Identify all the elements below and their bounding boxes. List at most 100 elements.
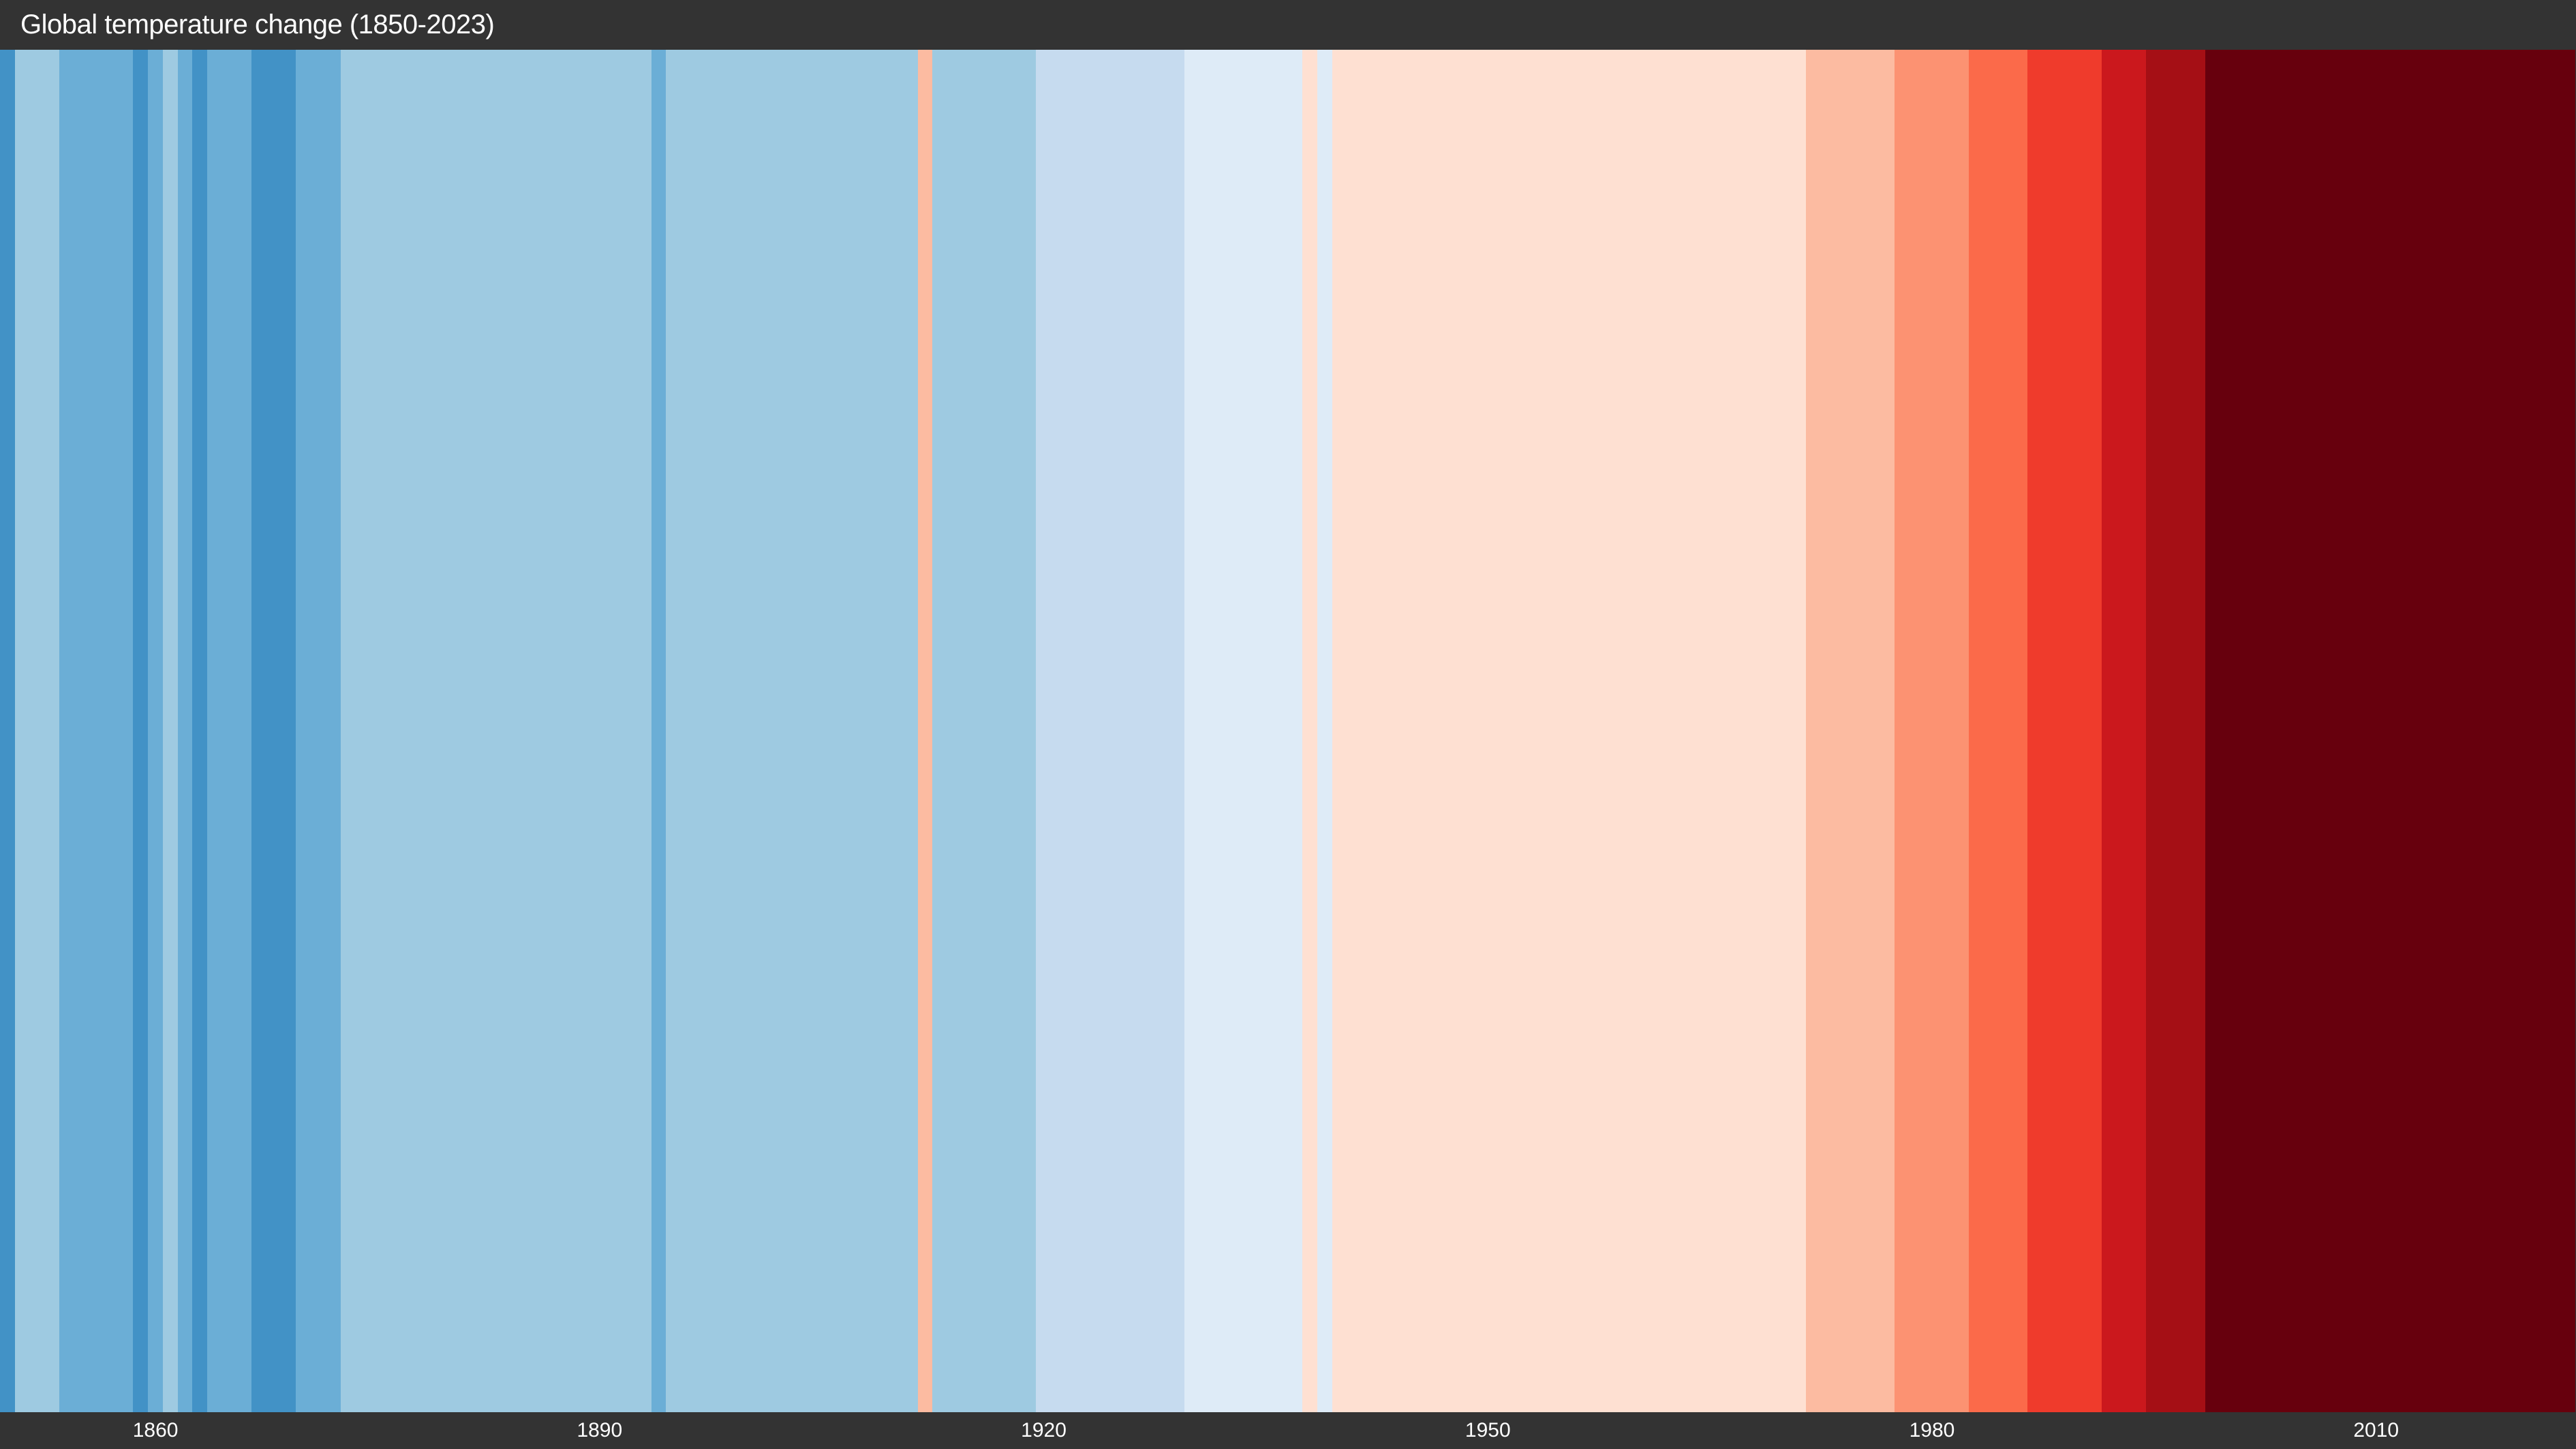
year-stripe bbox=[992, 50, 1007, 1412]
year-stripe bbox=[1983, 50, 1998, 1412]
year-stripe bbox=[1392, 50, 1407, 1412]
chart-title: Global temperature change (1850-2023) bbox=[20, 10, 2556, 40]
year-stripe bbox=[1910, 50, 1925, 1412]
year-stripe bbox=[1243, 50, 1258, 1412]
year-stripe bbox=[903, 50, 918, 1412]
year-stripe bbox=[533, 50, 548, 1412]
year-stripe bbox=[1998, 50, 2013, 1412]
year-stripe bbox=[1687, 50, 1702, 1412]
year-stripe bbox=[814, 50, 829, 1412]
year-stripe bbox=[296, 50, 311, 1412]
year-stripe bbox=[1658, 50, 1673, 1412]
year-stripe bbox=[1762, 50, 1777, 1412]
year-stripe bbox=[577, 50, 592, 1412]
year-stripe bbox=[414, 50, 429, 1412]
year-stripe bbox=[326, 50, 341, 1412]
year-stripe bbox=[873, 50, 888, 1412]
year-stripe bbox=[2472, 50, 2487, 1412]
year-stripe bbox=[637, 50, 651, 1412]
year-stripe bbox=[1095, 50, 1110, 1412]
year-stripe bbox=[74, 50, 89, 1412]
warming-stripes-chart: Global temperature change (1850-2023) 18… bbox=[0, 0, 2576, 1449]
year-stripe bbox=[1643, 50, 1658, 1412]
year-stripe bbox=[1924, 50, 1939, 1412]
axis-tick-label: 1860 bbox=[133, 1419, 179, 1442]
year-stripe bbox=[1169, 50, 1184, 1412]
year-stripe bbox=[1125, 50, 1140, 1412]
year-stripe bbox=[962, 50, 977, 1412]
year-stripe bbox=[2087, 50, 2102, 1412]
year-stripe bbox=[859, 50, 874, 1412]
year-stripe bbox=[977, 50, 992, 1412]
year-stripe bbox=[2442, 50, 2457, 1412]
year-stripe bbox=[2546, 50, 2561, 1412]
year-stripe bbox=[29, 50, 44, 1412]
year-stripe bbox=[2397, 50, 2412, 1412]
year-stripe bbox=[769, 50, 784, 1412]
year-stripe bbox=[1776, 50, 1791, 1412]
year-stripe bbox=[1732, 50, 1747, 1412]
year-stripe bbox=[163, 50, 178, 1412]
year-stripe bbox=[2427, 50, 2442, 1412]
year-stripe bbox=[2501, 50, 2516, 1412]
year-stripe bbox=[1347, 50, 1362, 1412]
stripes-area bbox=[0, 50, 2576, 1412]
year-stripe bbox=[459, 50, 474, 1412]
year-stripe bbox=[266, 50, 281, 1412]
year-stripe bbox=[740, 50, 755, 1412]
year-stripe bbox=[104, 50, 119, 1412]
year-stripe bbox=[1480, 50, 1495, 1412]
year-stripe bbox=[222, 50, 237, 1412]
year-stripe bbox=[2161, 50, 2176, 1412]
year-stripe bbox=[370, 50, 385, 1412]
year-stripe bbox=[1806, 50, 1821, 1412]
year-stripe bbox=[341, 50, 356, 1412]
year-stripe bbox=[2072, 50, 2087, 1412]
year-stripe bbox=[1258, 50, 1273, 1412]
year-stripe bbox=[711, 50, 726, 1412]
year-stripe bbox=[1628, 50, 1643, 1412]
year-stripe bbox=[696, 50, 711, 1412]
year-stripe bbox=[1066, 50, 1081, 1412]
year-stripe bbox=[178, 50, 193, 1412]
year-stripe bbox=[666, 50, 681, 1412]
year-stripe bbox=[2220, 50, 2235, 1412]
year-stripe bbox=[2280, 50, 2295, 1412]
year-stripe bbox=[1110, 50, 1125, 1412]
year-stripe bbox=[1539, 50, 1554, 1412]
year-stripe bbox=[2176, 50, 2191, 1412]
year-stripe bbox=[89, 50, 104, 1412]
year-stripe bbox=[1702, 50, 1717, 1412]
year-stripe bbox=[829, 50, 844, 1412]
year-stripe bbox=[2560, 50, 2575, 1412]
year-stripe bbox=[1880, 50, 1895, 1412]
year-stripe bbox=[607, 50, 622, 1412]
year-stripe bbox=[237, 50, 252, 1412]
year-stripe bbox=[2531, 50, 2546, 1412]
year-stripe bbox=[2013, 50, 2028, 1412]
year-stripe bbox=[1584, 50, 1599, 1412]
year-stripe bbox=[1820, 50, 1835, 1412]
year-stripe bbox=[784, 50, 799, 1412]
year-stripe bbox=[1154, 50, 1169, 1412]
year-stripe bbox=[444, 50, 459, 1412]
year-stripe bbox=[1791, 50, 1806, 1412]
chart-header: Global temperature change (1850-2023) bbox=[0, 0, 2576, 50]
year-stripe bbox=[1436, 50, 1451, 1412]
year-stripe bbox=[1007, 50, 1022, 1412]
year-stripe bbox=[2487, 50, 2502, 1412]
year-stripe bbox=[251, 50, 266, 1412]
year-stripe bbox=[2190, 50, 2205, 1412]
year-stripe bbox=[562, 50, 577, 1412]
year-stripe bbox=[548, 50, 563, 1412]
year-stripe bbox=[15, 50, 30, 1412]
year-stripe bbox=[1332, 50, 1347, 1412]
year-stripe bbox=[1080, 50, 1095, 1412]
year-stripe bbox=[1139, 50, 1154, 1412]
year-stripe bbox=[1317, 50, 1332, 1412]
year-stripe bbox=[844, 50, 859, 1412]
year-stripe bbox=[1036, 50, 1051, 1412]
year-stripe bbox=[725, 50, 740, 1412]
axis-tick-label: 1890 bbox=[577, 1419, 622, 1442]
year-stripe bbox=[1377, 50, 1392, 1412]
